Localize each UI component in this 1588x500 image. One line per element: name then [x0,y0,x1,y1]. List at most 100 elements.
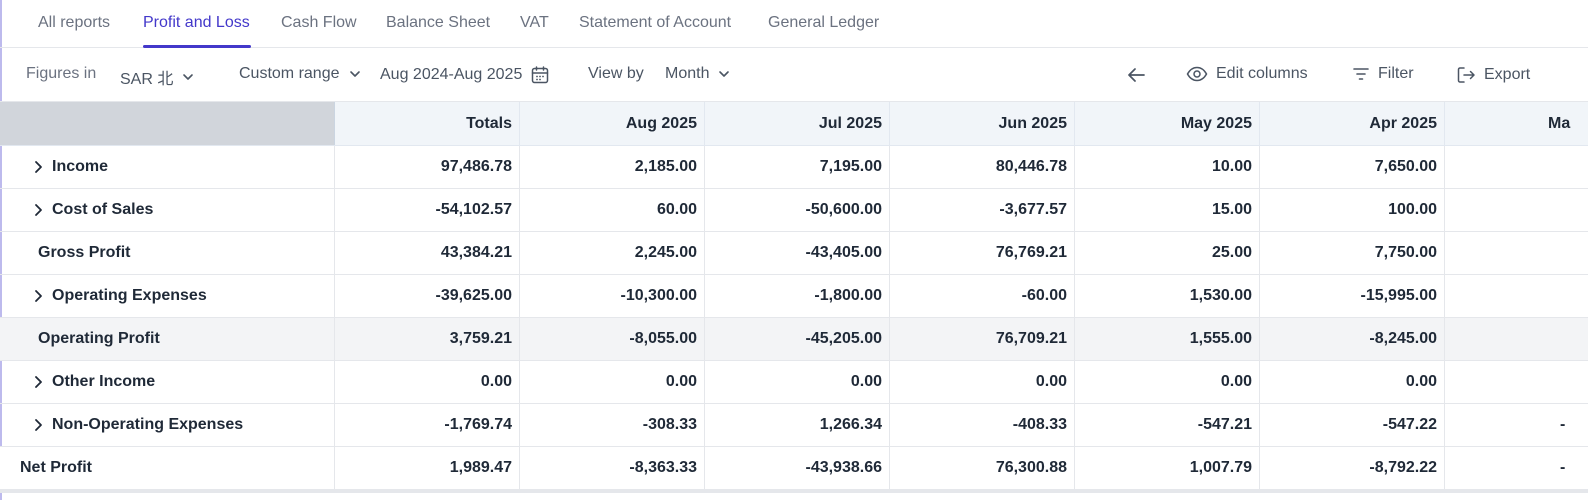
cell-cost-of-sales-may-2025: 15.00 [1075,189,1260,231]
table-row-net-profit: Net Profit 1,989.47 -8,363.33 -43,938.66… [0,447,1588,493]
cell-operating-profit-may-2025: 1,555.00 [1075,318,1260,360]
chevron-right-icon[interactable] [32,375,44,389]
cell-non-operating-expenses-aug-2025: -308.33 [520,404,705,446]
row-label-cost-of-sales[interactable]: Cost of Sales [0,189,335,231]
chevron-right-icon[interactable] [32,418,44,432]
export-icon [1456,65,1476,85]
export-button[interactable]: Export [1456,65,1530,85]
cell-income-apr-2025: 7,650.00 [1260,146,1445,188]
chevron-right-icon[interactable] [32,289,44,303]
range-type-value: Custom range [239,65,340,82]
date-range-value: Aug 2024-Aug 2025 [380,66,523,83]
cell-other-income-aug-2025: 0.00 [520,361,705,403]
export-label: Export [1484,66,1531,83]
report-toolbar: Figures in SAR 北 Custom range Aug 2024-A… [0,48,1588,102]
figures-in-text: Figures in [26,65,97,82]
cell-operating-expenses-jul-2025: -1,800.00 [705,275,890,317]
filter-label: Filter [1378,65,1414,82]
row-label-text: Operating Expenses [52,287,207,304]
cell-operating-profit-totals: 3,759.21 [335,318,520,360]
cell-net-profit-jun-2025: 76,300.88 [890,447,1075,489]
cell-operating-profit-apr-2025: -8,245.00 [1260,318,1445,360]
column-header-totals[interactable]: Totals [335,102,520,145]
cell-income-jul-2025: 7,195.00 [705,146,890,188]
cell-other-income-jul-2025: 0.00 [705,361,890,403]
cell-non-operating-expenses-mar-2025: - [1560,416,1566,433]
column-header-mar-2025[interactable]: Ma [1548,114,1571,132]
tab-cash-flow[interactable]: Cash Flow [281,14,357,31]
cell-gross-profit-totals: 43,384.21 [335,232,520,274]
filter-button[interactable]: Filter [1352,65,1414,83]
table-row-income: Income 97,486.78 2,185.00 7,195.00 80,44… [0,146,1588,189]
row-label-non-operating-expenses[interactable]: Non-Operating Expenses [0,404,335,446]
date-range-picker[interactable]: Aug 2024-Aug 2025 [380,65,550,85]
cell-income-totals: 97,486.78 [335,146,520,188]
tab-profit-and-loss[interactable]: Profit and Loss [143,14,250,31]
cell-cost-of-sales-jul-2025: -50,600.00 [705,189,890,231]
tab-vat[interactable]: VAT [520,14,549,31]
row-label-text: Non-Operating Expenses [52,416,244,433]
cell-other-income-may-2025: 0.00 [1075,361,1260,403]
cell-gross-profit-may-2025: 25.00 [1075,232,1260,274]
row-label-gross-profit: Gross Profit [0,232,335,274]
cell-non-operating-expenses-jun-2025: -408.33 [890,404,1075,446]
row-label-operating-expenses[interactable]: Operating Expenses [0,275,335,317]
cell-gross-profit-mar-2025 [1548,232,1588,274]
cell-gross-profit-jun-2025: 76,769.21 [890,232,1075,274]
cell-other-income-jun-2025: 0.00 [890,361,1075,403]
tab-statement-of-account[interactable]: Statement of Account [579,14,732,31]
column-header-aug-2025[interactable]: Aug 2025 [520,102,705,145]
currency-dropdown[interactable]: SAR 北 [120,65,195,89]
column-header-jun-2025[interactable]: Jun 2025 [890,102,1075,145]
cell-net-profit-apr-2025: -8,792.22 [1260,447,1445,489]
view-by-value: Month [665,65,710,82]
arrow-left-icon [1125,64,1147,86]
tab-all-reports[interactable]: All reports [38,14,111,31]
table-row-operating-profit: Operating Profit 3,759.21 -8,055.00 -45,… [0,318,1588,361]
chevron-down-icon [717,67,731,81]
view-by-text: View by [588,65,644,82]
column-header-apr-2025[interactable]: Apr 2025 [1260,102,1445,145]
table-header-row: Totals Aug 2025 Jul 2025 Jun 2025 May 20… [0,102,1588,146]
chevron-right-icon[interactable] [32,160,44,174]
chevron-right-icon[interactable] [32,203,44,217]
row-label-text: Other Income [52,373,156,390]
cell-operating-profit-aug-2025: -8,055.00 [520,318,705,360]
cell-net-profit-mar-2025: - [1560,459,1566,476]
report-tabs: All reports Profit and Loss Cash Flow Ba… [0,0,1588,48]
cell-income-may-2025: 10.00 [1075,146,1260,188]
row-label-income[interactable]: Income [0,146,335,188]
back-button[interactable] [1125,64,1147,86]
tab-balance-sheet[interactable]: Balance Sheet [386,14,491,31]
cell-cost-of-sales-jun-2025: -3,677.57 [890,189,1075,231]
column-header-may-2025[interactable]: May 2025 [1075,102,1260,145]
table-row-gross-profit: Gross Profit 43,384.21 2,245.00 -43,405.… [0,232,1588,275]
row-label-text: Net Profit [20,459,92,476]
column-header-jul-2025[interactable]: Jul 2025 [705,102,890,145]
cell-operating-profit-jul-2025: -45,205.00 [705,318,890,360]
row-label-text: Gross Profit [38,244,131,261]
cell-gross-profit-aug-2025: 2,245.00 [520,232,705,274]
currency-value: SAR 北 [120,71,174,88]
cell-non-operating-expenses-may-2025: -547.21 [1075,404,1260,446]
cell-operating-expenses-apr-2025: -15,995.00 [1260,275,1445,317]
cell-cost-of-sales-apr-2025: 100.00 [1260,189,1445,231]
eye-icon [1186,65,1208,83]
row-label-header [0,102,335,145]
cell-operating-profit-mar-2025 [1548,318,1588,360]
cell-other-income-mar-2025 [1548,361,1588,403]
cell-gross-profit-apr-2025: 7,750.00 [1260,232,1445,274]
chevron-down-icon [348,67,362,81]
cell-operating-expenses-mar-2025 [1548,275,1588,317]
cell-cost-of-sales-totals: -54,102.57 [335,189,520,231]
view-by-dropdown[interactable]: Month [665,65,731,83]
tab-general-ledger[interactable]: General Ledger [768,14,880,31]
figures-in-label: Figures in [26,65,96,83]
row-label-other-income[interactable]: Other Income [0,361,335,403]
cell-net-profit-jul-2025: -43,938.66 [705,447,890,489]
edit-columns-button[interactable]: Edit columns [1186,65,1308,83]
cell-net-profit-aug-2025: -8,363.33 [520,447,705,489]
range-type-dropdown[interactable]: Custom range [239,65,362,83]
table-row-cost-of-sales: Cost of Sales -54,102.57 60.00 -50,600.0… [0,189,1588,232]
cell-operating-expenses-aug-2025: -10,300.00 [520,275,705,317]
